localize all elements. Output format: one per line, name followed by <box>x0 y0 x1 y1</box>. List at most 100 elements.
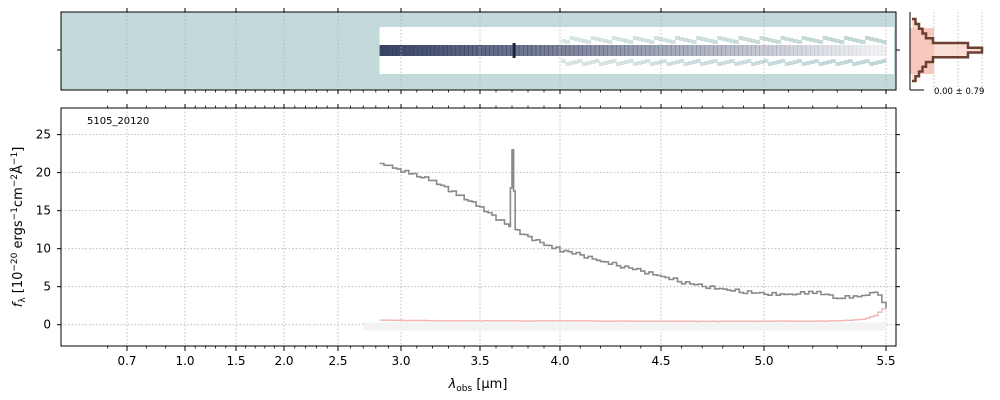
trace-segment <box>599 45 604 56</box>
trace-segment <box>687 45 693 56</box>
trace-noise <box>776 60 782 64</box>
y-axis-label-exp4: −1 <box>10 152 20 165</box>
trace-noise <box>725 60 731 64</box>
trace-segment <box>721 45 727 56</box>
trace-segment <box>485 45 490 56</box>
y-axis-label-exp2: −1 <box>10 207 20 220</box>
trace-noise <box>565 40 571 44</box>
trace-noise <box>852 62 857 66</box>
trace-segment <box>426 45 431 56</box>
trace-segment <box>793 45 798 56</box>
histogram-bar <box>912 61 926 67</box>
trace-segment <box>459 45 465 56</box>
trace-noise <box>603 39 608 43</box>
trace-noise <box>856 39 862 43</box>
trace-segment <box>746 45 752 56</box>
y-tick-label: 25 <box>36 128 51 142</box>
trace-noise <box>818 62 824 66</box>
x-axis-label-unit: [μm] <box>472 377 507 392</box>
trace-segment <box>856 45 862 56</box>
trace-noise <box>742 60 748 64</box>
trace-segment <box>717 45 722 56</box>
trace-segment <box>653 45 659 56</box>
trace-segment <box>514 45 520 56</box>
trace-noise <box>565 62 571 66</box>
trace-noise <box>839 40 845 44</box>
histogram-bar <box>912 57 933 62</box>
trace-segment <box>700 45 706 56</box>
trace-noise <box>641 60 646 64</box>
y-axis-label-exp1: −20 <box>10 252 20 271</box>
trace-noise <box>683 38 689 42</box>
trace-noise <box>590 36 596 40</box>
trace-noise <box>577 38 583 42</box>
trace-segment <box>860 45 866 56</box>
trace-noise <box>788 38 794 42</box>
trace-segment <box>691 45 697 56</box>
y-axis-label-end: ] <box>11 147 26 152</box>
trace-segment <box>430 45 435 56</box>
trace-segment <box>493 45 499 56</box>
trace-segment <box>434 45 440 56</box>
trace-segment <box>611 45 617 56</box>
trace-noise <box>666 62 672 66</box>
trace-segment <box>590 45 596 56</box>
histogram-bar <box>912 23 919 29</box>
trace-noise <box>843 36 849 40</box>
trace-noise <box>814 39 820 43</box>
trace-segment <box>649 45 655 56</box>
trace-segment <box>497 45 503 56</box>
trace-noise <box>721 61 727 65</box>
trace-noise <box>658 60 663 64</box>
trace-segment <box>704 45 710 56</box>
trace-noise <box>717 62 722 66</box>
trace-segment <box>835 45 841 56</box>
trace-segment <box>666 45 672 56</box>
trace-noise <box>590 60 596 64</box>
trace-noise <box>594 37 600 41</box>
trace-noise <box>653 36 659 40</box>
trace-segment <box>548 45 554 56</box>
trace-noise <box>772 39 777 43</box>
trace-segment <box>396 45 402 56</box>
trace-noise <box>611 36 617 40</box>
x-axis-label: λobs [μm] <box>448 377 508 394</box>
trace-segment <box>831 45 836 56</box>
trace-segment <box>797 45 803 56</box>
x-tick-label: 4.0 <box>550 354 569 368</box>
y-axis-label-mid2: cm <box>11 187 26 207</box>
trace-segment <box>869 45 874 56</box>
y-axis-label-exp3: −2 <box>10 174 20 187</box>
trace-noise <box>734 40 739 44</box>
trace-segment <box>556 45 562 56</box>
trace-noise <box>645 39 651 43</box>
trace-segment <box>628 45 634 56</box>
trace-noise <box>835 39 841 43</box>
histogram-bar <box>912 28 923 34</box>
spectrum-1d-panel: 0 5 10 15 20 25 0.7 1.0 1.5 2.0 2.5 3.0 3.5 4.0 4.5 5.… <box>10 104 900 394</box>
trace-segment <box>881 45 887 56</box>
histogram-bars <box>912 19 982 81</box>
trace-noise <box>860 40 866 44</box>
trace-noise <box>826 60 832 64</box>
trace-noise <box>734 62 739 66</box>
trace-segment <box>455 45 461 56</box>
trace-segment <box>645 45 651 56</box>
x-tick-label: 0.7 <box>117 354 136 368</box>
trace-noise <box>742 37 748 41</box>
trace-segment <box>759 45 765 56</box>
trace-noise <box>767 38 773 42</box>
trace-noise <box>729 59 735 63</box>
trace-noise <box>620 61 625 65</box>
trace-noise <box>607 40 613 44</box>
uncertainty-band <box>363 322 886 331</box>
trace-noise <box>805 61 811 65</box>
trace-noise <box>848 37 853 41</box>
trace-segment <box>662 45 668 56</box>
trace-segment <box>561 45 566 56</box>
trace-noise <box>561 39 566 43</box>
trace-noise <box>767 62 773 66</box>
trace-segment <box>535 45 541 56</box>
trace-segment <box>539 45 545 56</box>
